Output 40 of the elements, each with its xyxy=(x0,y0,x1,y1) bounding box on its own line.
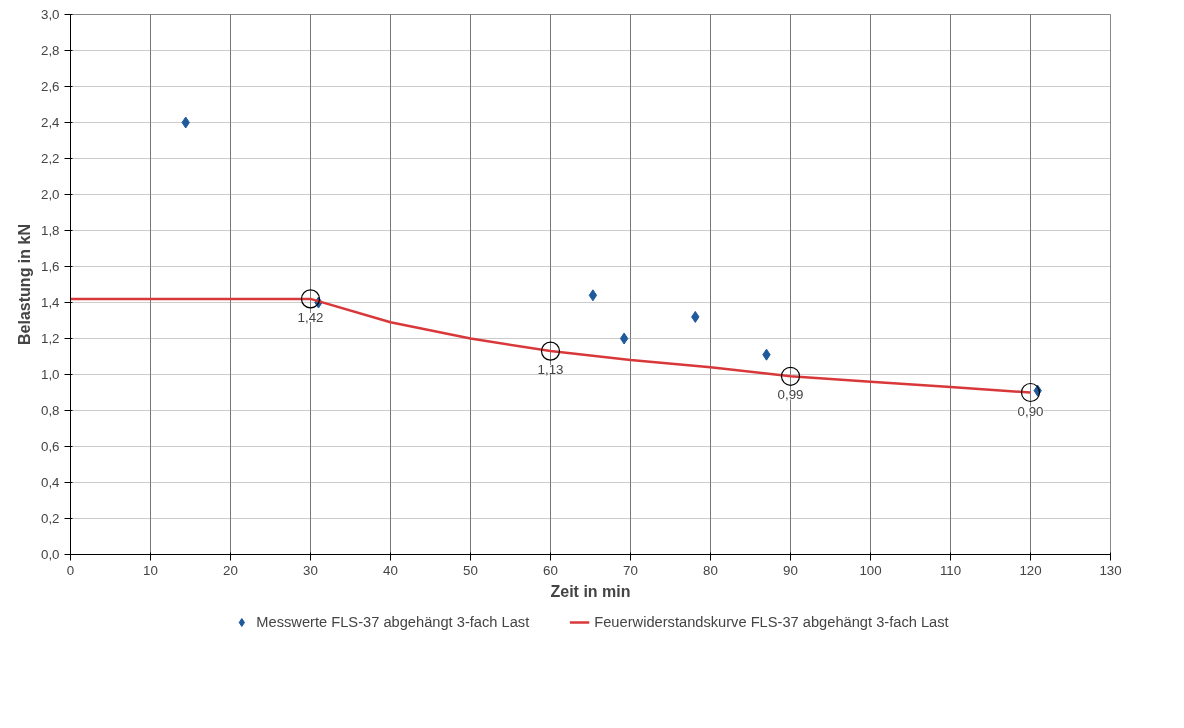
y-tick-label: 0,8 xyxy=(40,403,60,418)
y-tick-label: 2,6 xyxy=(40,79,60,94)
y-tick-label: 1,8 xyxy=(40,223,60,238)
x-tick-label: 60 xyxy=(543,562,558,578)
y-tick-label: 1,6 xyxy=(40,259,60,274)
annotation: 0,90 xyxy=(1017,403,1044,419)
y-tick-label: 0,6 xyxy=(40,439,60,454)
x-tick-label: 30 xyxy=(303,562,318,578)
x-tick-label: 10 xyxy=(143,562,158,578)
annotation: 0,99 xyxy=(777,387,804,403)
x-tick-label: 80 xyxy=(703,562,718,578)
y-tick-label: 2,0 xyxy=(40,187,60,202)
y-axis-title: Belastung in kN xyxy=(15,224,33,345)
x-tick-label: 120 xyxy=(1019,562,1042,578)
x-tick-label: 50 xyxy=(463,562,478,578)
y-tick-label: 2,2 xyxy=(40,151,60,166)
annotation: 1,13 xyxy=(537,362,564,378)
y-tick-label: 1,4 xyxy=(40,295,61,310)
x-tick-label: 90 xyxy=(783,562,798,578)
x-tick-label: 20 xyxy=(223,562,238,578)
x-tick-label: 0 xyxy=(66,562,75,578)
y-tick-label: 3,0 xyxy=(40,7,60,22)
point xyxy=(588,289,598,302)
y-tick-label: 2,4 xyxy=(40,115,61,130)
annotation: 1,42 xyxy=(297,309,324,325)
legend-label: Feuerwiderstandskurve FLS-37 abgehängt 3-fach Last xyxy=(594,614,949,630)
x-tick-label: 70 xyxy=(623,562,638,578)
x-tick-label: 100 xyxy=(859,562,882,578)
y-tick-label: 1,2 xyxy=(40,331,60,346)
y-tick-label: 1,0 xyxy=(40,367,60,382)
y-tick-label: 2,8 xyxy=(40,43,60,58)
y-tick-label: 0,2 xyxy=(40,511,60,526)
point xyxy=(619,332,629,345)
x-axis-title: Zeit in min xyxy=(550,582,631,600)
x-tick-label: 110 xyxy=(939,562,962,578)
y-tick-label: 0,4 xyxy=(40,475,61,490)
y-tick-label: 0,0 xyxy=(40,547,60,562)
x-tick-label: 130 xyxy=(1099,562,1122,578)
legend-label: Messwerte FLS-37 abgehängt 3-fach Last xyxy=(256,614,530,630)
x-tick-label: 40 xyxy=(383,562,398,578)
